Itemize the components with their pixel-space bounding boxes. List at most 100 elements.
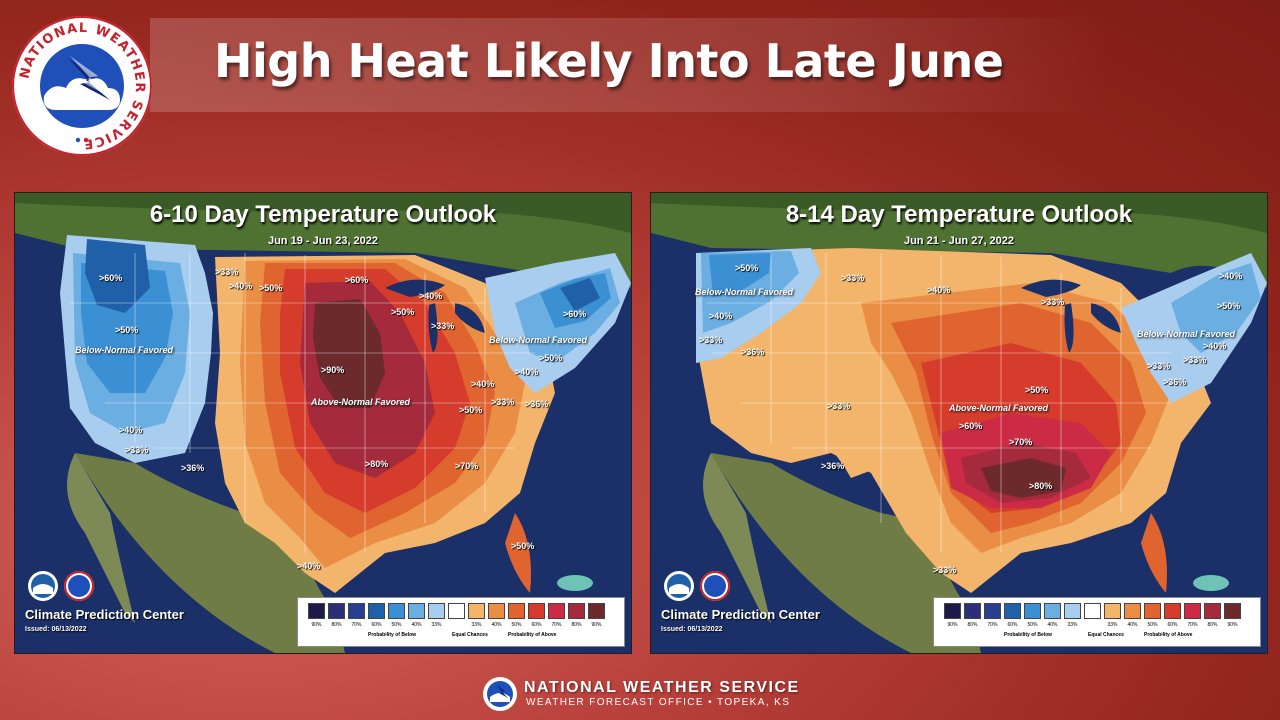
probability-label: >60% <box>345 275 369 285</box>
legend-swatch <box>1184 603 1201 619</box>
probability-label: >90% <box>321 365 345 375</box>
probability-label: >33% <box>1041 297 1065 307</box>
legend-tick: 40% <box>491 622 502 628</box>
legend-swatch <box>328 603 345 619</box>
probability-label: >50% <box>1217 301 1241 311</box>
noaa-nws-badges <box>664 571 730 601</box>
outlook-map-8-14-day <box>651 193 1267 653</box>
probability-label: >36% <box>525 399 549 409</box>
probability-label: >33% <box>431 321 455 331</box>
nws-logo: NATIONAL WEATHER SERVICE <box>12 16 152 156</box>
legend-tick: 33% <box>471 622 482 628</box>
legend-tick: 90% <box>1227 622 1238 628</box>
outlook-panel-6-10-day: 6-10 Day Temperature Outlook Jun 19 - Ju… <box>14 192 632 654</box>
probability-legend: 90% 80% 70% 60% 50% 40% 33% 33% 40% 50% 60% 70% 80% 9… <box>297 597 625 647</box>
issued-date: Issued: 06/13/2022 <box>661 626 723 633</box>
legend-tick: 90% <box>591 622 602 628</box>
legend-swatch <box>1004 603 1021 619</box>
probability-label: >36% <box>821 461 845 471</box>
probability-label: >33% <box>841 273 865 283</box>
probability-label: >36% <box>1163 377 1187 387</box>
panel-dates: Jun 19 - Jun 23, 2022 <box>267 235 379 247</box>
page-title: High Heat Likely Into Late June <box>214 34 1004 88</box>
legend-tick: 50% <box>1147 622 1158 628</box>
probability-label: >50% <box>511 541 535 551</box>
legend-tick: 60% <box>1007 622 1018 628</box>
probability-label: >60% <box>959 421 983 431</box>
probability-label: >40% <box>119 425 143 435</box>
legend-swatch <box>388 603 405 619</box>
legend-swatch <box>944 603 961 619</box>
source-label: Climate Prediction Center <box>25 607 184 622</box>
legend-tick: 70% <box>551 622 562 628</box>
legend-tick: 70% <box>1187 622 1198 628</box>
legend-tick: 80% <box>571 622 582 628</box>
legend-tick: 60% <box>371 622 382 628</box>
probability-label: >60% <box>563 309 587 319</box>
probability-label: >33% <box>699 335 723 345</box>
noaa-nws-badges <box>28 571 94 601</box>
probability-label: >40% <box>297 561 321 571</box>
legend-swatch <box>308 603 325 619</box>
probability-label: >33% <box>1147 361 1171 371</box>
probability-label: >40% <box>709 311 733 321</box>
probability-label: >50% <box>459 405 483 415</box>
probability-label: >50% <box>735 263 759 273</box>
source-label: Climate Prediction Center <box>661 607 820 622</box>
favored-label: Above-Normal Favored <box>949 403 1049 413</box>
issued-date: Issued: 06/13/2022 <box>25 626 87 633</box>
probability-label: >33% <box>491 397 515 407</box>
title-banner <box>150 18 1110 112</box>
legend-swatch <box>1164 603 1181 619</box>
legend-tick: 60% <box>1167 622 1178 628</box>
legend-tick: 33% <box>1067 622 1078 628</box>
legend-swatch <box>964 603 981 619</box>
legend-swatch <box>408 603 425 619</box>
legend-tick: 80% <box>967 622 978 628</box>
probability-label: >40% <box>1203 341 1227 351</box>
legend-tick: 60% <box>531 622 542 628</box>
legend-caption: Probability of Above <box>508 632 557 638</box>
probability-label: >40% <box>229 281 253 291</box>
legend-caption: Probability of Below <box>368 632 417 638</box>
footer-agency: NATIONAL WEATHER SERVICE <box>524 679 800 696</box>
legend-swatch <box>508 603 525 619</box>
legend-caption: Probability of Below <box>1004 632 1053 638</box>
legend-tick: 50% <box>391 622 402 628</box>
favored-label: Below-Normal Favored <box>75 345 174 355</box>
legend-swatch <box>588 603 605 619</box>
favored-label: Below-Normal Favored <box>489 335 588 345</box>
legend-swatch <box>1024 603 1041 619</box>
probability-label: >50% <box>259 283 283 293</box>
probability-label: >33% <box>1183 355 1207 365</box>
legend-swatch <box>1224 603 1241 619</box>
legend-swatch <box>1144 603 1161 619</box>
probability-label: >70% <box>1009 437 1033 447</box>
probability-label: >33% <box>125 445 149 455</box>
panel-dates: Jun 21 - Jun 27, 2022 <box>903 235 1015 247</box>
legend-tick: 40% <box>1047 622 1058 628</box>
legend-tick: 90% <box>947 622 958 628</box>
legend-swatch <box>368 603 385 619</box>
legend-swatch <box>448 603 465 619</box>
legend-swatch <box>488 603 505 619</box>
favored-label: Above-Normal Favored <box>311 397 411 407</box>
probability-legend: 90% 80% 70% 60% 50% 40% 33% 33% 40% 50% 60% 70% 80% 9… <box>933 597 1261 647</box>
legend-caption: Equal Chances <box>1088 632 1124 638</box>
probability-label: >33% <box>215 267 239 277</box>
probability-label: >50% <box>539 353 563 363</box>
legend-swatch <box>984 603 1001 619</box>
legend-caption: Probability of Above <box>1144 632 1193 638</box>
probability-label: >40% <box>471 379 495 389</box>
legend-swatch <box>1204 603 1221 619</box>
probability-label: >36% <box>181 463 205 473</box>
probability-label: >70% <box>455 461 479 471</box>
legend-tick: 70% <box>987 622 998 628</box>
legend-swatch <box>548 603 565 619</box>
legend-tick: 80% <box>331 622 342 628</box>
probability-label: >33% <box>933 565 957 575</box>
probability-label: >50% <box>391 307 415 317</box>
probability-label: >50% <box>1025 385 1049 395</box>
legend-tick: 40% <box>411 622 422 628</box>
probability-label: >40% <box>1219 271 1243 281</box>
